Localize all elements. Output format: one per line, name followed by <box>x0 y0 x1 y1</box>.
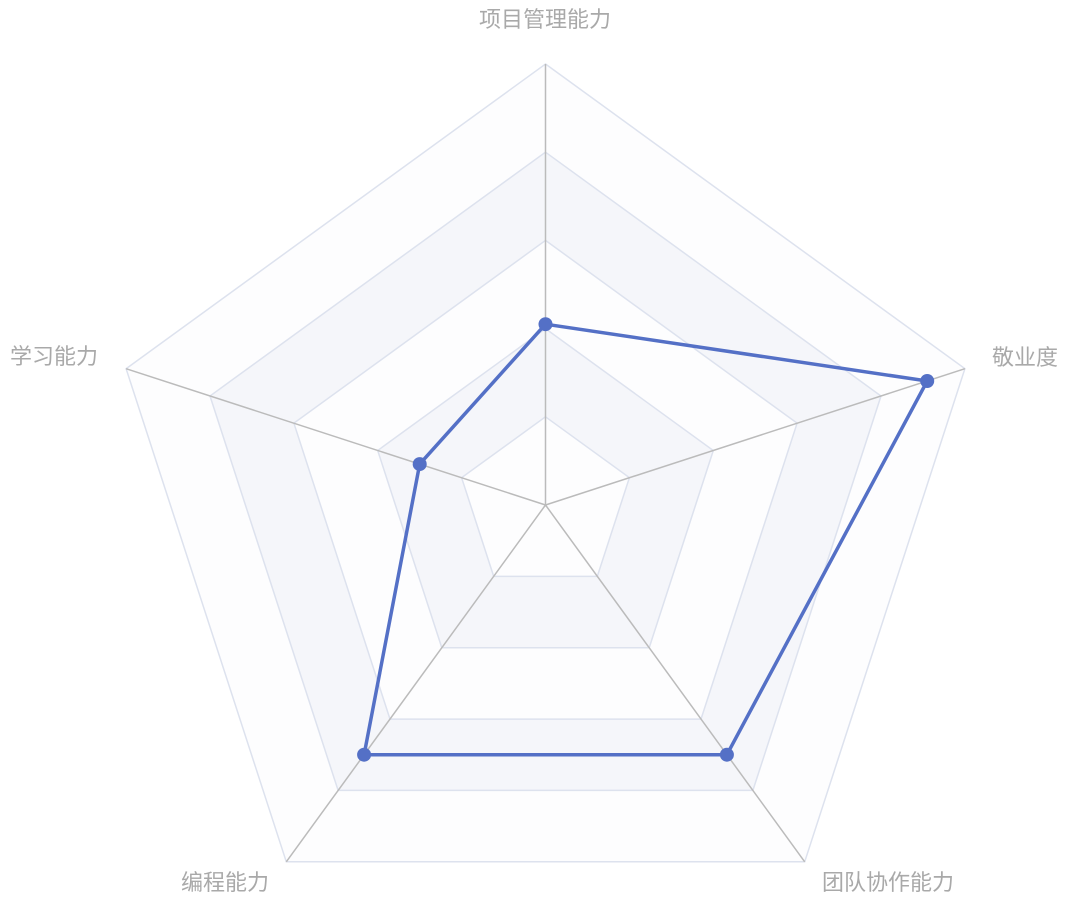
axis-line <box>125 367 546 506</box>
axis-label: 团队协作能力 <box>822 871 954 896</box>
split-lines <box>125 63 966 863</box>
series-point[interactable] <box>412 457 427 472</box>
split-line-ring <box>460 415 631 578</box>
series-layer <box>357 317 935 762</box>
axis-line <box>545 367 966 506</box>
axis-line <box>544 504 806 863</box>
series-line <box>362 322 929 757</box>
split-area-band <box>377 328 714 648</box>
split-line-ring <box>209 151 882 792</box>
series-point[interactable] <box>538 317 553 332</box>
split-line-ring <box>293 239 798 720</box>
series-point[interactable] <box>719 747 734 762</box>
split-areas <box>126 64 965 862</box>
split-area-band <box>126 64 965 862</box>
split-area-band <box>210 152 881 791</box>
split-line-ring <box>376 327 715 649</box>
split-line-ring <box>125 63 966 863</box>
axis-line <box>285 504 547 863</box>
axis-label: 编程能力 <box>181 871 269 896</box>
split-area-band <box>293 240 798 720</box>
series-point[interactable] <box>357 747 372 762</box>
series-point[interactable] <box>920 374 935 388</box>
axis-lines <box>125 64 966 863</box>
axis-label: 学习能力 <box>10 345 98 370</box>
axis-label: 项目管理能力 <box>479 8 611 33</box>
axis-label: 敬业度 <box>992 346 1058 371</box>
